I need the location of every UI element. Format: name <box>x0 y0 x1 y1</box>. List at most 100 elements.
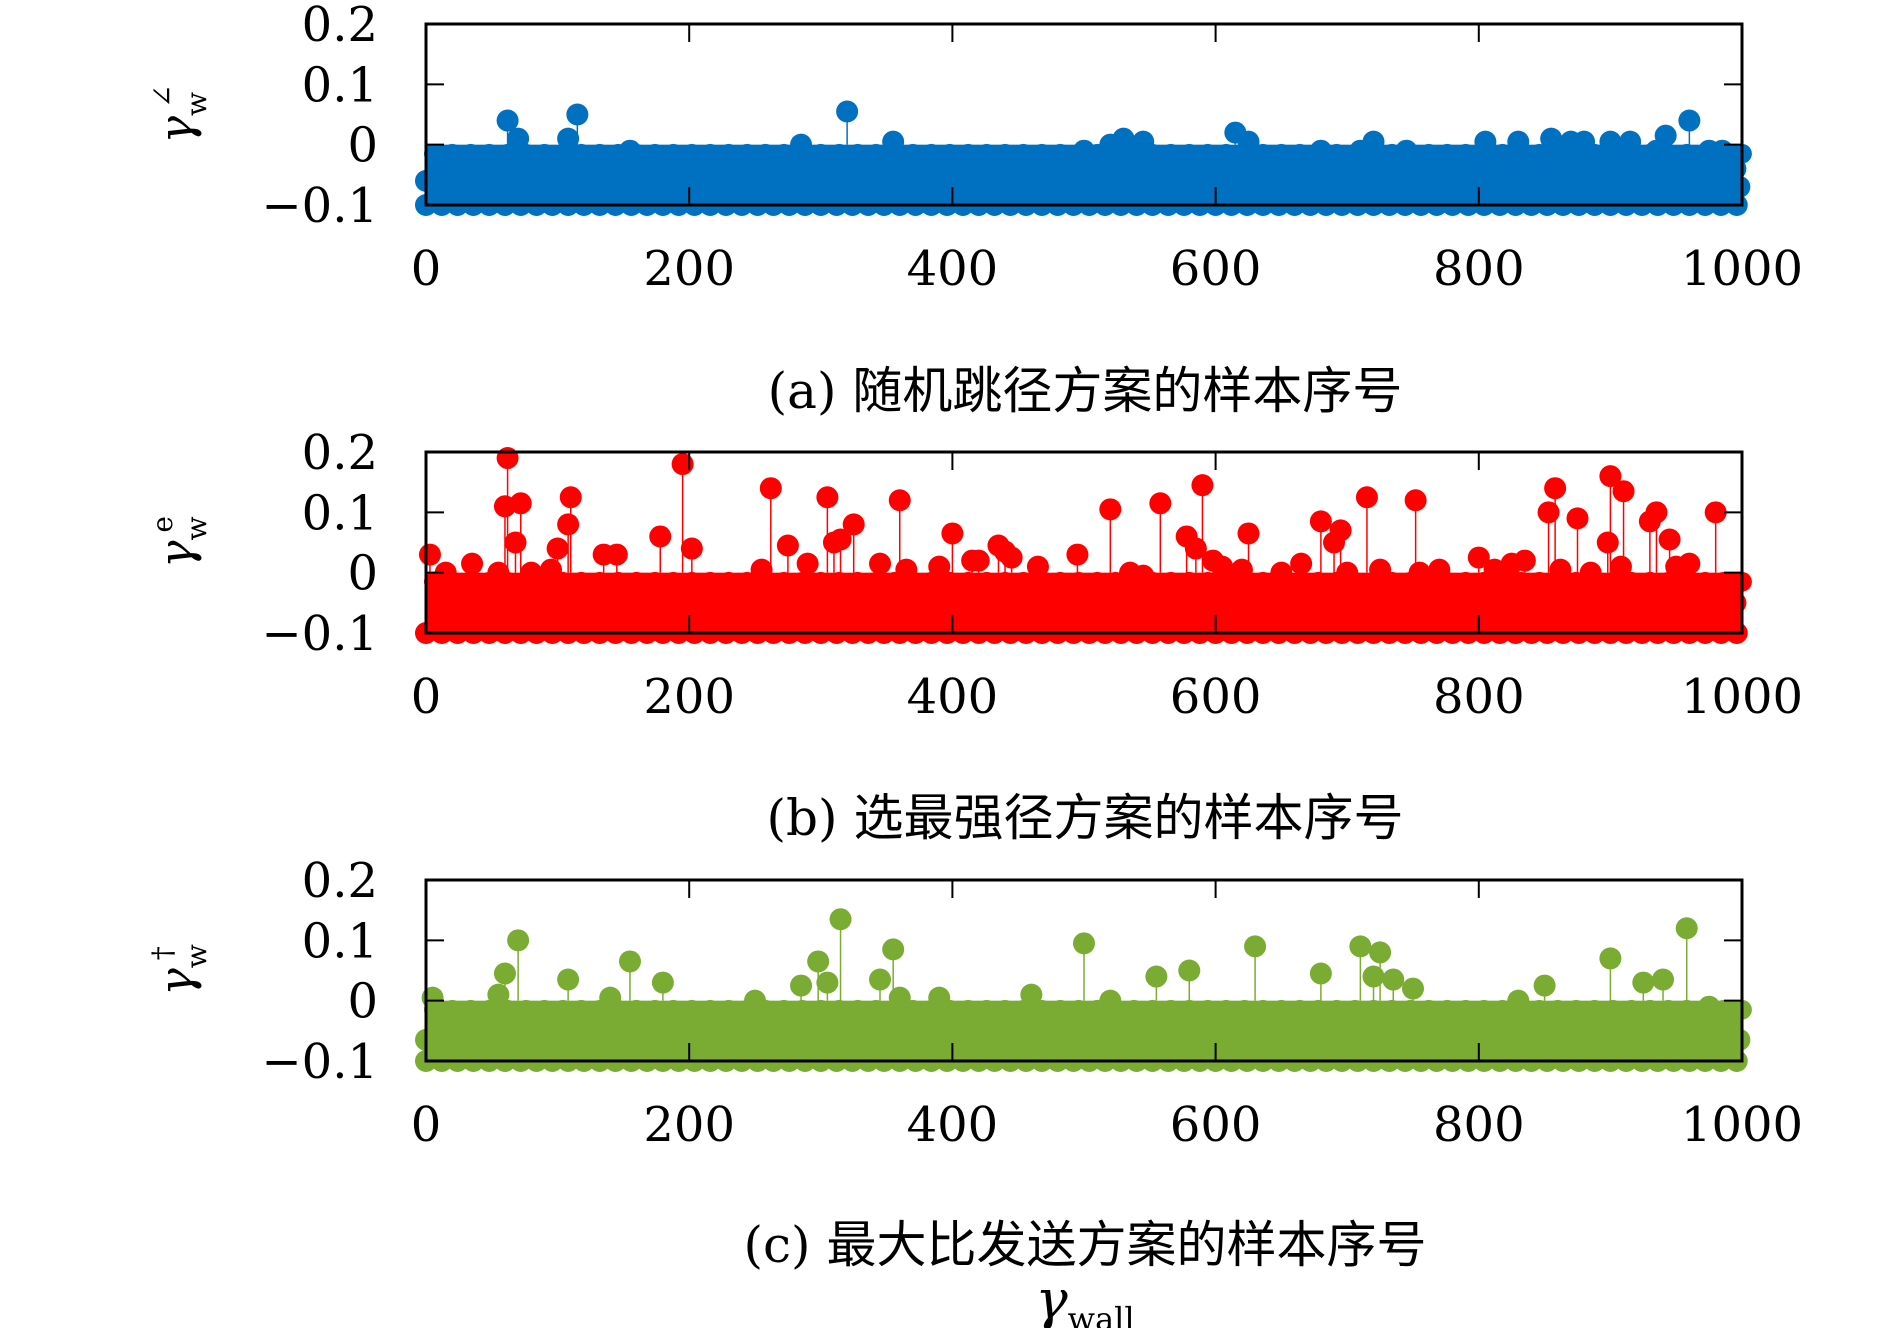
stem-marker-32 <box>1728 175 1751 198</box>
noise-marker <box>1197 143 1218 164</box>
stem-marker-12 <box>1132 130 1155 153</box>
noise-marker <box>718 571 739 592</box>
stem-marker-21 <box>796 552 819 575</box>
stem-marker-34 <box>1652 968 1675 991</box>
noise-marker <box>1455 143 1476 164</box>
panel-b-y-ticks: 0.20.10−0.1 <box>261 425 1742 662</box>
stem-marker-8 <box>882 130 905 153</box>
noise-marker <box>976 999 997 1020</box>
noise-marker <box>774 143 794 164</box>
x-tick-label: 200 <box>643 241 735 297</box>
stem-marker-61 <box>1483 558 1506 581</box>
noise-marker <box>516 999 536 1020</box>
stem-marker-21 <box>1145 965 1168 988</box>
panel-b-y-label: γwe <box>146 516 213 568</box>
stem-marker-24 <box>1309 962 1332 985</box>
stem-marker-30 <box>941 522 964 545</box>
stem-marker-3 <box>487 561 510 584</box>
y-tick-label: 0.2 <box>302 425 378 481</box>
stem-marker-12 <box>816 971 839 994</box>
stem-marker-3 <box>493 962 516 985</box>
stem-marker-15 <box>1309 139 1332 162</box>
stem-marker-60 <box>1467 546 1490 569</box>
noise-marker <box>700 143 721 164</box>
noise-marker <box>534 999 555 1020</box>
stem-marker-75 <box>1658 528 1681 551</box>
panel-a-stems <box>415 100 1751 198</box>
noise-marker <box>497 143 518 164</box>
noise-marker <box>810 999 831 1020</box>
noise-marker <box>1031 143 1052 164</box>
y-tick-label: 0.2 <box>302 853 378 909</box>
stem-marker-36 <box>1026 555 1049 578</box>
noise-marker <box>921 143 942 164</box>
noise-marker <box>1253 143 1273 164</box>
stem-marker-32 <box>967 549 990 572</box>
noise-marker <box>1142 999 1163 1020</box>
noise-marker <box>1676 999 1697 1020</box>
noise-marker <box>663 571 684 592</box>
stem-marker-13 <box>829 908 852 931</box>
noise-marker <box>1197 999 1218 1020</box>
plot-frame <box>424 22 1744 207</box>
noise-marker <box>1013 571 1034 592</box>
noise-marker <box>958 571 979 592</box>
noise-marker <box>1289 143 1310 164</box>
noise-marker <box>663 999 684 1020</box>
noise-marker <box>1308 571 1329 592</box>
stem-marker-2 <box>461 552 484 575</box>
stem-marker-20 <box>1507 130 1530 153</box>
stem-marker-23 <box>1573 130 1596 153</box>
stem-marker-4 <box>566 103 589 126</box>
stem-marker-69 <box>1596 531 1619 554</box>
noise-marker <box>1529 571 1550 592</box>
stem-marker-23 <box>1244 935 1267 958</box>
noise-marker <box>1326 143 1347 164</box>
stem-marker-7 <box>836 100 859 123</box>
noise-marker <box>645 999 665 1020</box>
noise-marker <box>792 999 813 1020</box>
x-tick-label: 200 <box>643 1097 735 1153</box>
noise-marker <box>571 571 592 592</box>
stem-marker-6 <box>599 986 622 1009</box>
stem-marker-8 <box>520 561 543 584</box>
panel-a-x-ticks: 0 200 400 600 800 1000 <box>411 24 1803 297</box>
stem-marker-4 <box>507 929 530 952</box>
noise-marker <box>1179 143 1200 164</box>
x-tick-label: 600 <box>1170 669 1262 725</box>
stem-marker-37 <box>1066 543 1089 566</box>
noise-marker <box>958 999 979 1020</box>
noise-marker <box>460 143 481 164</box>
stem-marker-36 <box>1698 995 1721 1018</box>
noise-marker <box>1382 999 1402 1020</box>
noise-marker <box>976 143 997 164</box>
noise-marker <box>589 571 610 592</box>
plot-frame <box>424 878 1744 1063</box>
stem-marker-2 <box>507 127 530 150</box>
panel-a: 0.20.10−0.1 0 200 400 600 800 1000 γw∠ (a) 随机… <box>146 0 1803 420</box>
x-tick-label: 1000 <box>1681 1097 1803 1153</box>
stem-marker-65 <box>1544 477 1567 500</box>
x-tick-label: 400 <box>907 1097 999 1153</box>
stem-marker-3 <box>557 127 580 150</box>
stem-marker-43 <box>1184 537 1207 560</box>
noise-marker <box>1621 999 1642 1020</box>
stem-marker-38 <box>1099 498 1122 521</box>
noise-marker <box>1529 143 1550 164</box>
noise-marker <box>1676 571 1697 592</box>
stem-marker-10 <box>546 537 569 560</box>
stem-marker-17 <box>928 986 951 1009</box>
panel-b-caption: (b) 选最强径方案的样本序号 <box>767 789 1404 847</box>
stem-marker-15 <box>649 525 672 548</box>
noise-marker <box>995 999 1015 1020</box>
stem-marker-55 <box>1355 486 1378 509</box>
y-tick-label: 0.2 <box>302 0 378 53</box>
stem-marker-24 <box>829 528 852 551</box>
stem-marker-10 <box>790 974 813 997</box>
stem-marker-71 <box>1609 555 1632 578</box>
x-tick-label: 200 <box>643 669 735 725</box>
stem-marker-22 <box>816 486 839 509</box>
panel-b-stems <box>418 447 1747 614</box>
noise-marker <box>939 571 960 592</box>
stem-marker-22 <box>1178 959 1201 982</box>
